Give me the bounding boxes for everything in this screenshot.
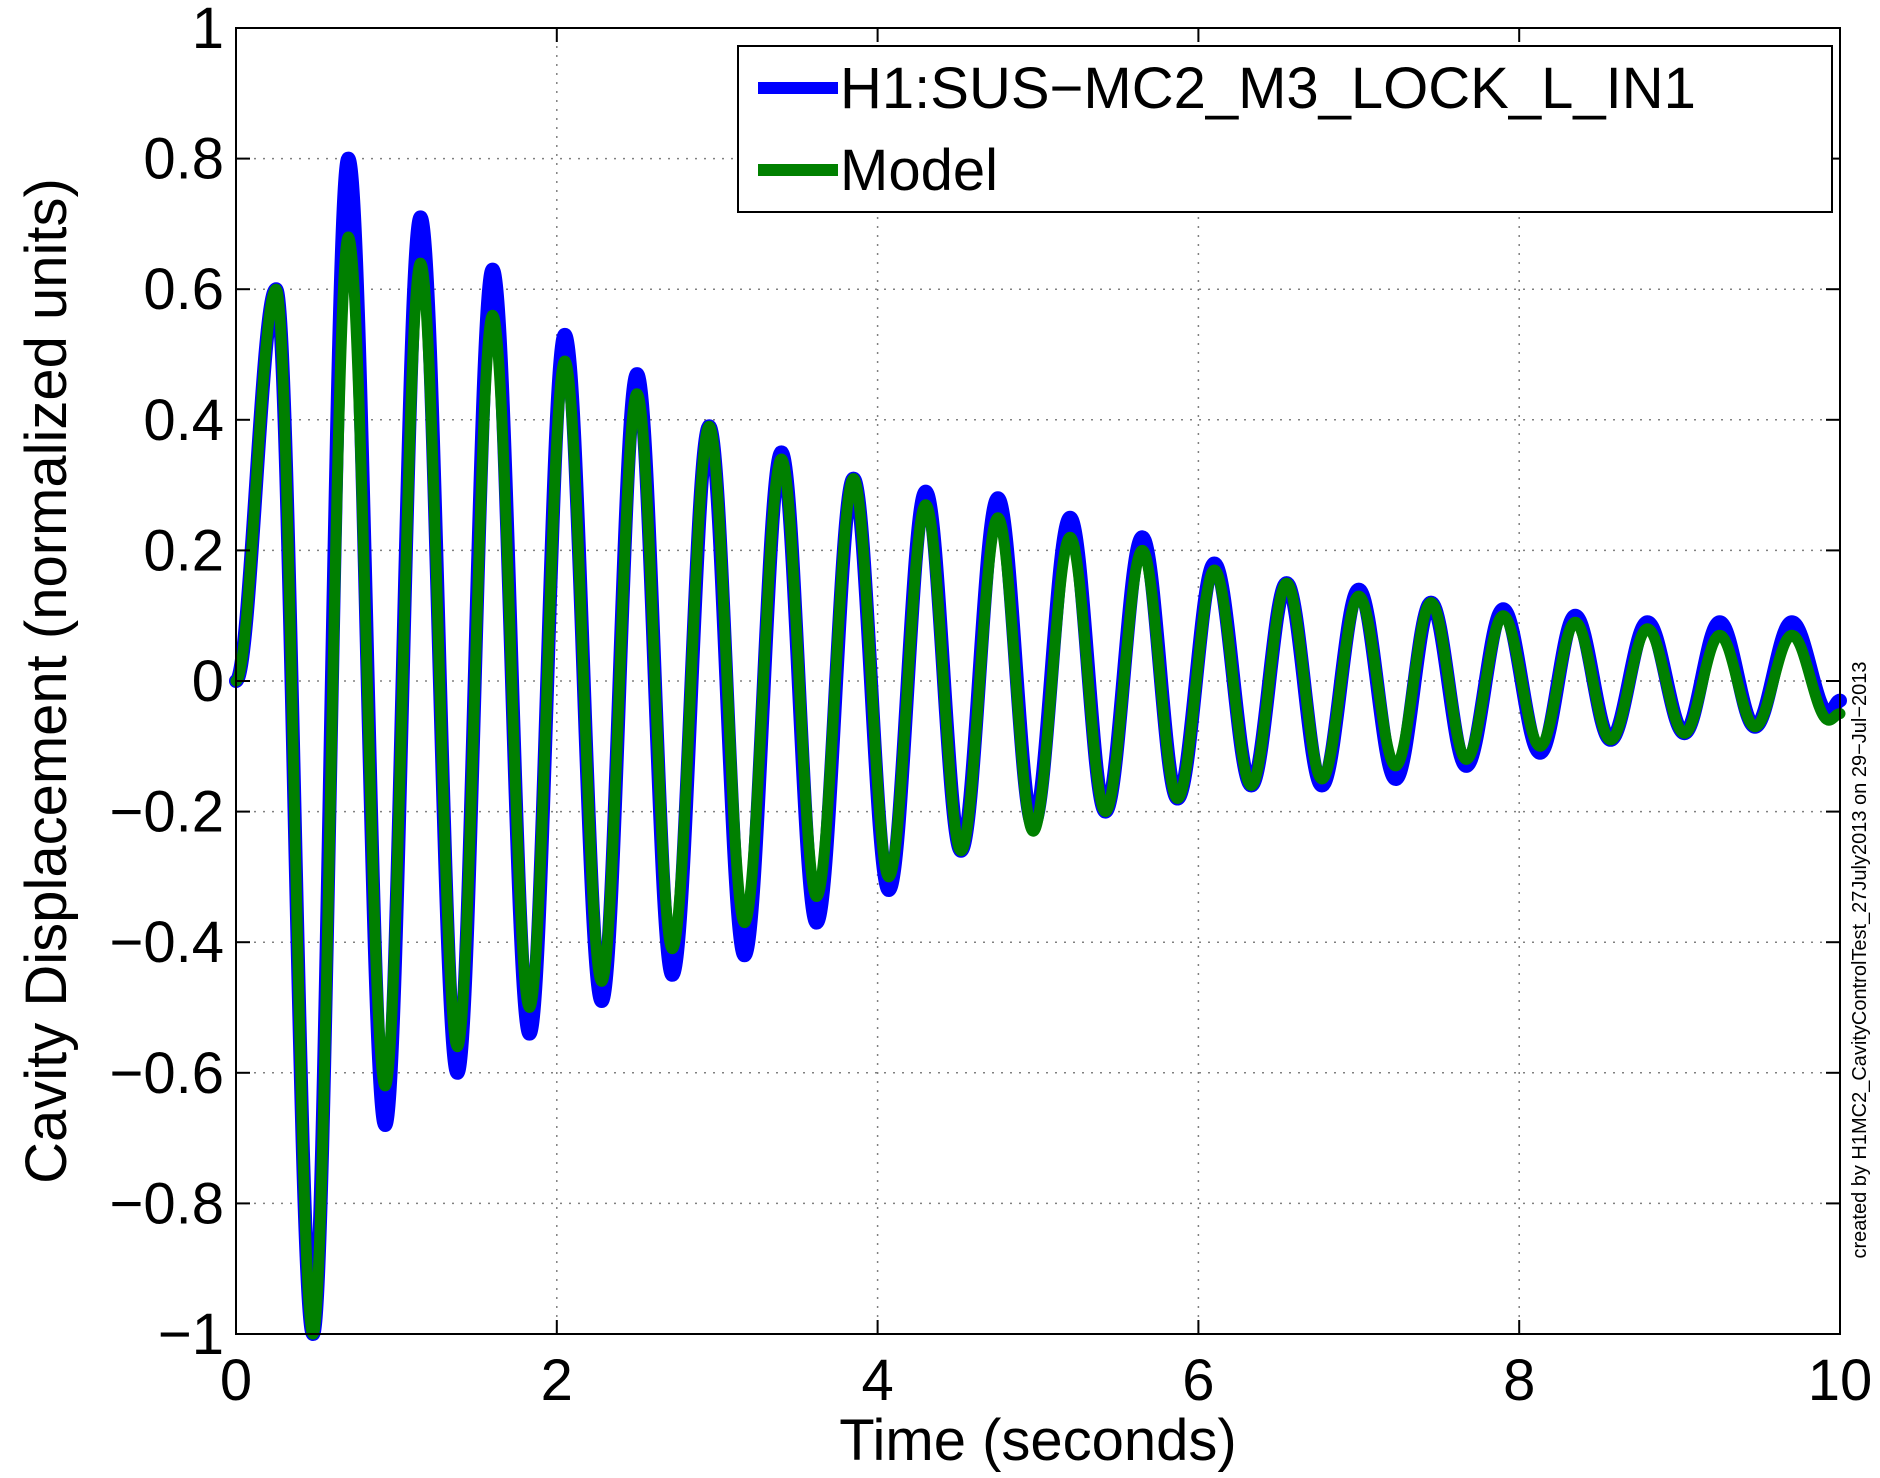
y-tick-label: −1 xyxy=(158,1302,224,1367)
y-tick-label: −0.8 xyxy=(110,1171,225,1236)
x-tick-label: 4 xyxy=(861,1348,893,1413)
legend: H1:SUS−MC2_M3_LOCK_L_IN1 Model xyxy=(737,45,1833,213)
y-tick-label: 1 xyxy=(192,0,224,61)
axis-ticks: 0 2 4 6 8 10 1 0.8 0.6 0.4 0.2 0 −0.2 −0.4 −0.6 −0.8 −1 xyxy=(110,0,1873,1413)
x-tick-label: 6 xyxy=(1182,1348,1214,1413)
y-tick-label: 0.2 xyxy=(143,518,224,583)
y-tick-label: −0.4 xyxy=(110,910,225,975)
credit-text: created by H1MC2_CavityControlTest_27Jul… xyxy=(1849,661,1871,1258)
legend-box xyxy=(737,45,1833,213)
legend-entry-h1: H1:SUS−MC2_M3_LOCK_L_IN1 xyxy=(840,56,1696,121)
y-axis-label: Cavity Displacement (normalized units) xyxy=(14,178,79,1184)
series-lines xyxy=(229,151,1847,1341)
y-tick-label: 0.6 xyxy=(143,257,224,322)
x-tick-label: 8 xyxy=(1503,1348,1535,1413)
y-tick-label: −0.6 xyxy=(110,1041,225,1106)
x-axis-label: Time (seconds) xyxy=(839,1408,1237,1473)
y-tick-label: 0.8 xyxy=(143,127,224,192)
y-tick-label: 0.4 xyxy=(143,388,224,453)
x-tick-label: 10 xyxy=(1808,1348,1873,1413)
y-tick-label: 0 xyxy=(192,649,224,714)
y-tick-label: −0.2 xyxy=(110,780,225,845)
legend-entry-model: Model xyxy=(840,138,998,203)
x-tick-label: 2 xyxy=(541,1348,573,1413)
series-line-model xyxy=(230,231,1846,1340)
x-tick-label: 0 xyxy=(220,1348,252,1413)
